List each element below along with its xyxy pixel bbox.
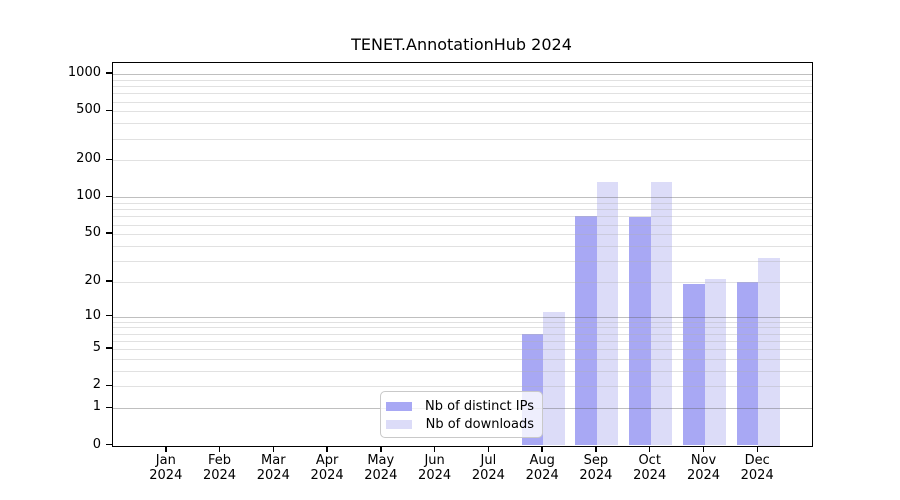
y-tick-label: 5 [92, 340, 101, 356]
y-axis-tick [106, 195, 112, 198]
legend-label-distinct-ips: Nb of distinct IPs [425, 399, 534, 414]
x-axis-tick [702, 447, 705, 452]
minor-gridline [113, 209, 812, 211]
bar-downloads-sep [596, 182, 619, 446]
major-gridline [113, 74, 812, 75]
x-tick-label: Oct 2024 [633, 453, 667, 483]
y-tick-label: 20 [84, 272, 101, 288]
x-axis-tick [648, 447, 651, 452]
bar-downloads-dec [758, 257, 780, 446]
legend-swatch-downloads [386, 419, 412, 430]
y-axis-tick [106, 72, 112, 74]
minor-gridline [113, 123, 812, 125]
x-tick-label: Dec 2024 [740, 453, 774, 483]
bar-distinct-ips-sep [575, 216, 597, 446]
minor-gridline [113, 224, 812, 226]
x-axis-tick [272, 447, 275, 452]
minor-gridline [113, 160, 812, 162]
y-axis-tick [106, 314, 112, 317]
bar-downloads-aug [543, 311, 565, 446]
x-tick-label: Jan 2024 [149, 453, 183, 483]
x-axis-tick [487, 447, 490, 452]
x-tick-label: Feb 2024 [202, 453, 237, 483]
y-axis-tick [106, 406, 112, 408]
x-axis-tick [756, 447, 758, 452]
x-tick-label: Nov 2024 [686, 453, 721, 483]
y-tick-label: 10 [84, 307, 101, 323]
y-tick-label: 1 [92, 399, 101, 415]
bar-distinct-ips-nov [683, 284, 705, 446]
plot-area [112, 62, 813, 447]
legend: Nb of distinct IPs Nb of downloads [380, 391, 543, 438]
y-tick-label: 2 [92, 377, 101, 393]
y-axis-tick [106, 347, 112, 349]
x-tick-label: Apr 2024 [310, 453, 344, 483]
major-gridline [113, 197, 812, 199]
legend-item-distinct-ips: Nb of distinct IPs [386, 398, 534, 415]
x-tick-label: Mar 2024 [256, 453, 290, 483]
minor-gridline [113, 245, 812, 247]
y-axis-tick [106, 384, 112, 387]
y-tick-label: 500 [76, 102, 101, 118]
minor-gridline [113, 234, 812, 236]
x-axis-tick [326, 447, 328, 452]
y-axis-tick [106, 280, 112, 282]
minor-gridline [113, 216, 812, 218]
minor-gridline [113, 79, 812, 81]
x-axis-tick [165, 447, 167, 452]
x-tick-label: Jul 2024 [471, 453, 505, 483]
x-axis-tick [218, 447, 221, 452]
y-axis-tick [106, 443, 112, 446]
minor-gridline [113, 101, 812, 103]
y-axis-tick [106, 158, 112, 161]
minor-gridline [113, 138, 812, 140]
x-tick-label: Jun 2024 [418, 453, 452, 483]
x-axis-tick [433, 447, 436, 452]
x-tick-label: Sep 2024 [579, 453, 613, 483]
legend-swatch-distinct-ips [386, 401, 412, 412]
y-axis-tick [106, 232, 112, 234]
legend-item-downloads: Nb of downloads [386, 416, 534, 433]
bar-distinct-ips-oct [629, 217, 651, 446]
minor-gridline [113, 203, 812, 204]
x-axis-tick [541, 447, 543, 452]
y-axis-tick [106, 109, 112, 111]
x-axis-tick [380, 447, 382, 452]
minor-gridline [113, 260, 812, 262]
x-tick-label: May 2024 [364, 453, 398, 483]
y-tick-label: 50 [84, 225, 101, 241]
y-tick-label: 1000 [67, 65, 101, 80]
legend-label-downloads: Nb of downloads [425, 417, 534, 432]
x-axis-tick [595, 447, 597, 452]
minor-gridline [113, 86, 812, 87]
y-tick-label: 200 [76, 151, 101, 167]
bar-distinct-ips-dec [736, 281, 759, 446]
x-tick-label: Aug 2024 [525, 453, 559, 483]
chart-title: TENET.AnnotationHub 2024 [351, 35, 572, 54]
minor-gridline [113, 93, 812, 95]
minor-gridline [113, 111, 812, 113]
bar-downloads-oct [650, 182, 673, 446]
y-tick-label: 100 [76, 188, 101, 204]
y-tick-label: 0 [92, 436, 101, 452]
bar-downloads-nov [704, 279, 726, 446]
